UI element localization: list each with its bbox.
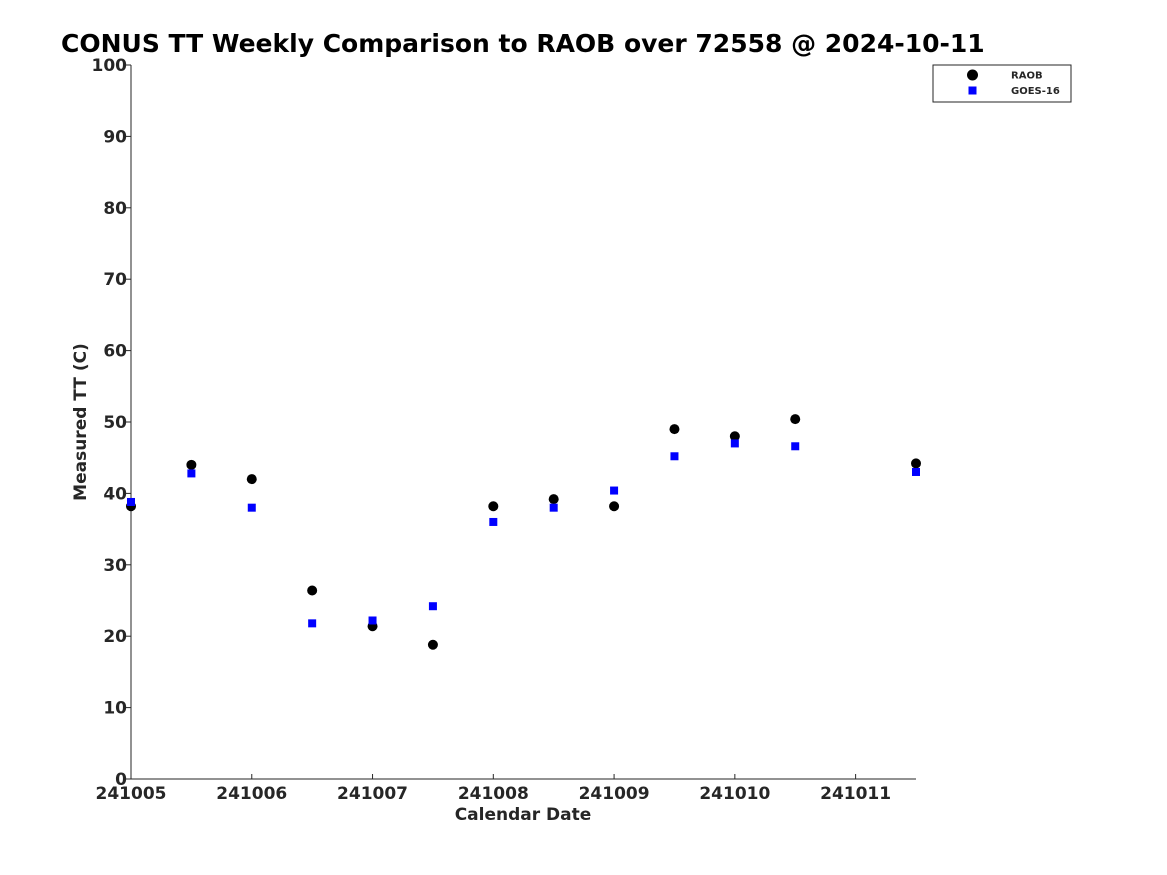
point-raob xyxy=(911,458,921,469)
point-raob xyxy=(246,474,257,485)
point-raob xyxy=(186,459,197,470)
point-goes-16 xyxy=(187,469,196,478)
y-tick-label: 0 xyxy=(115,770,127,790)
data-points xyxy=(126,414,921,650)
y-tick-label: 70 xyxy=(103,270,127,290)
y-tick-label: 50 xyxy=(103,413,127,433)
point-goes-16 xyxy=(428,602,437,611)
legend: RAOB GOES-16 xyxy=(932,64,1072,103)
y-tick-label: 30 xyxy=(103,556,127,576)
x-tick-label: 241011 xyxy=(820,784,891,804)
y-axis-label: Measured TT (C) xyxy=(71,343,91,501)
point-raob xyxy=(427,639,438,650)
point-goes-16 xyxy=(489,517,498,526)
x-ticks: 241005 241006 241007 241008 241009 241010 2410… xyxy=(96,774,891,804)
point-goes-16 xyxy=(791,442,800,451)
point-goes-16 xyxy=(730,439,739,448)
y-ticks: 0 10 20 30 40 50 60 70 80 90 100 xyxy=(92,56,131,790)
x-axis-label: Calendar Date xyxy=(455,805,592,825)
y-tick-label: 10 xyxy=(103,699,127,719)
point-goes-16 xyxy=(670,452,679,461)
y-tick-label: 100 xyxy=(92,56,128,76)
point-goes-16 xyxy=(247,503,256,512)
point-raob xyxy=(548,494,559,505)
y-tick-label: 80 xyxy=(103,199,127,219)
point-raob xyxy=(790,414,801,425)
point-goes-16 xyxy=(308,619,317,628)
point-goes-16 xyxy=(610,486,619,495)
x-tick-label: 241005 xyxy=(96,784,167,804)
y-tick-label: 40 xyxy=(103,484,127,504)
point-goes-16 xyxy=(549,503,558,512)
legend-box xyxy=(932,64,1072,103)
chart-title: CONUS TT Weekly Comparison to RAOB over … xyxy=(61,29,985,58)
legend-label-goes16: GOES-16 xyxy=(1011,86,1060,97)
x-tick-label: 241006 xyxy=(216,784,287,804)
x-tick-label: 241009 xyxy=(579,784,650,804)
point-goes-16 xyxy=(368,616,377,625)
y-tick-label: 90 xyxy=(103,127,127,147)
point-goes-16 xyxy=(912,467,920,476)
x-tick-label: 241008 xyxy=(458,784,529,804)
y-tick-label: 60 xyxy=(103,342,127,362)
legend-label-raob: RAOB xyxy=(1011,71,1043,82)
point-raob xyxy=(609,501,620,512)
point-raob xyxy=(307,585,318,596)
x-tick-label: 241007 xyxy=(337,784,408,804)
legend-marker-raob xyxy=(967,69,978,81)
point-raob xyxy=(669,424,680,435)
x-tick-label: 241010 xyxy=(699,784,770,804)
point-raob xyxy=(729,431,740,442)
y-tick-label: 20 xyxy=(103,627,127,647)
point-raob xyxy=(488,501,499,512)
legend-marker-goes16 xyxy=(968,86,977,95)
point-goes-16 xyxy=(127,497,135,506)
